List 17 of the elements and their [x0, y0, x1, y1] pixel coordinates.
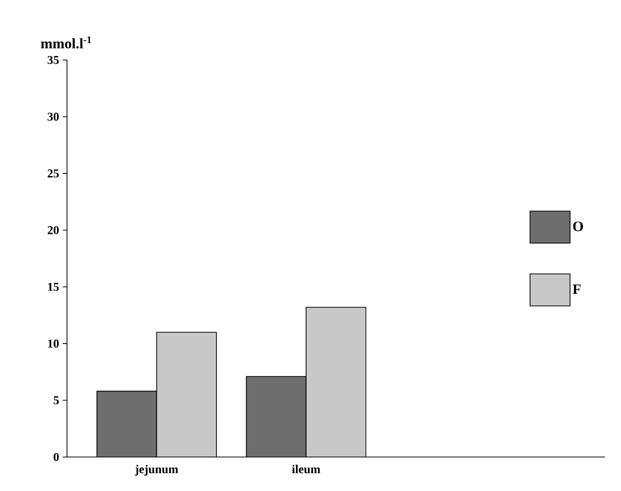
y-tick-label: 15 — [48, 282, 59, 291]
legend-label: O — [573, 222, 583, 232]
y-tick-label: 0 — [54, 452, 59, 462]
y-tick-label: 30 — [48, 112, 59, 121]
x-tick-label: ileum — [292, 464, 320, 474]
bar — [246, 376, 307, 457]
legend-label: F — [572, 284, 581, 294]
x-tick-label: jejunum — [134, 464, 178, 476]
bar — [306, 306, 366, 457]
y-tick-label: 10 — [48, 340, 59, 348]
y-tick-label: 20 — [48, 226, 59, 234]
bar — [96, 391, 157, 457]
y-tick-label: 25 — [48, 169, 59, 178]
y-tick-label: 5 — [54, 396, 59, 404]
y-tick-label: 35 — [48, 56, 59, 64]
y-axis-title: mmol.l$^{-1}$ — [40, 36, 92, 48]
bar — [156, 332, 216, 457]
